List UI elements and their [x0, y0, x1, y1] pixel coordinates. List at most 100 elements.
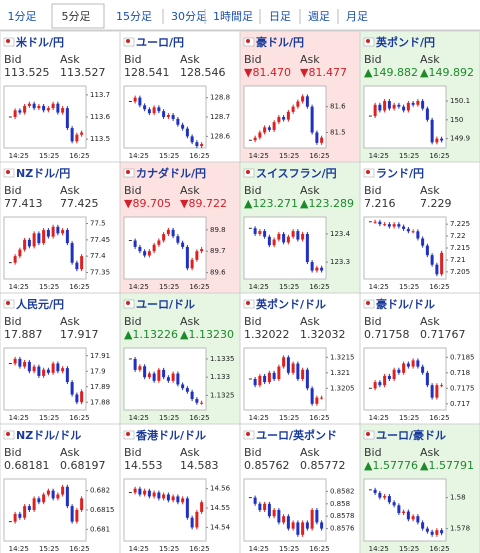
candle-body	[162, 111, 166, 117]
flag-icon-dot	[6, 432, 10, 436]
candle-body	[272, 372, 276, 379]
ask-value: 113.527	[60, 66, 106, 79]
candle-body	[258, 503, 262, 510]
chart-area	[123, 478, 207, 542]
candle-body	[373, 104, 377, 117]
candle-body	[190, 259, 194, 269]
y-tick-label: 113.6	[90, 113, 111, 121]
tile-name[interactable]: ユーロ/豪ドル	[376, 428, 446, 442]
candle-body	[200, 402, 204, 404]
tile-name[interactable]: 英ポンド/ドル	[255, 297, 326, 311]
candle-body	[80, 498, 84, 510]
candle-body	[315, 510, 319, 523]
candle-body	[75, 134, 79, 142]
tab[interactable]: 15分足	[116, 10, 152, 23]
tile-name[interactable]: NZドル/ドル	[16, 429, 81, 442]
candle-body	[286, 236, 290, 243]
tile-name[interactable]: 米ドル/円	[15, 35, 64, 49]
candle-body	[387, 375, 391, 379]
currency-tile: ユーロ/ドル Bid Ask▲1.13226 ▲1.13230 1.1335 1.133 1…	[119, 292, 241, 425]
candle-body	[46, 490, 50, 495]
y-tick-label: 128.6	[210, 132, 231, 140]
tab[interactable]: 5分足	[62, 10, 91, 23]
candle-body	[435, 138, 439, 143]
ask-label: Ask	[180, 184, 200, 197]
ask-label: Ask	[300, 184, 320, 197]
tab[interactable]: 1時間足	[213, 10, 253, 23]
candle-body	[430, 255, 434, 265]
candle-body	[147, 490, 151, 497]
tile-name[interactable]: ユーロ/円	[136, 36, 184, 49]
tile-name[interactable]: ユーロ/英ポンド	[256, 428, 337, 442]
candle-body	[23, 105, 27, 113]
candle-body	[37, 366, 41, 376]
tab[interactable]: 1分足	[8, 10, 37, 23]
candle-body	[305, 369, 309, 389]
y-tick-label: 7.205	[450, 268, 470, 276]
tile-name[interactable]: 豪ドル/円	[256, 35, 304, 49]
candle-body	[272, 510, 276, 517]
tab[interactable]: 日足	[269, 10, 291, 23]
candle-body	[166, 229, 170, 235]
candle-body	[13, 256, 17, 263]
y-tick-label: 77.5	[90, 220, 106, 228]
candle-body	[425, 245, 429, 256]
candle-body	[286, 357, 290, 373]
candle-body	[190, 517, 194, 528]
tile-name[interactable]: 香港ドル/ドル	[135, 428, 206, 442]
flag-icon-dot	[6, 39, 10, 43]
x-tick-label: 15:25	[159, 545, 179, 553]
tab[interactable]: 週足	[308, 10, 330, 23]
tile-name[interactable]: 豪ドル/ドル	[376, 297, 435, 311]
currency-tile: NZドル/円 Bid Ask 77.413 77.425 77.5 77.45 77.4 77.…	[0, 161, 121, 294]
tile-name[interactable]: NZドル/円	[16, 167, 70, 180]
candle-body	[152, 107, 156, 114]
candle-body	[406, 511, 410, 520]
candle-body	[143, 490, 147, 495]
y-tick-label: 0.7175	[450, 384, 475, 392]
candle-body	[253, 137, 257, 141]
candle-body	[282, 357, 286, 367]
y-tick-label: 14.55	[210, 504, 230, 512]
tile-name[interactable]: ユーロ/ドル	[136, 298, 195, 311]
candle-body	[310, 262, 314, 271]
tile-name[interactable]: 英ポンド/円	[375, 35, 435, 49]
tile-name[interactable]: スイスフラン/円	[256, 167, 337, 180]
candle-body	[383, 224, 387, 226]
x-tick-label: 15:25	[279, 414, 299, 422]
candle-body	[138, 488, 142, 495]
candle-body	[411, 231, 415, 233]
candle-body	[310, 388, 314, 404]
x-tick-label: 14:25	[369, 414, 389, 422]
tile-name[interactable]: 人民元/円	[16, 297, 64, 311]
candle-body	[263, 503, 267, 510]
y-tick-label: 17.91	[90, 352, 110, 360]
flag-icon-dot	[126, 39, 130, 43]
y-tick-label: 77.4	[90, 252, 106, 260]
candle-body	[277, 366, 281, 379]
ask-value: 1.32032	[300, 328, 346, 341]
ask-value: ▼89.722	[180, 197, 227, 210]
candle-body	[27, 239, 31, 247]
tile-name[interactable]: ランド/円	[376, 167, 424, 180]
ask-label: Ask	[420, 315, 440, 328]
candle-body	[32, 498, 36, 510]
candle-body	[46, 108, 50, 111]
x-tick-label: 14:25	[9, 283, 29, 291]
candle-body	[42, 369, 46, 376]
y-tick-label: 0.858	[330, 500, 350, 508]
candle-body	[411, 516, 415, 520]
tab[interactable]: 30分足	[171, 10, 207, 23]
y-tick-label: 0.6815	[90, 506, 115, 514]
candle-body	[315, 267, 319, 271]
candle-body	[166, 115, 170, 117]
tile-name[interactable]: カナダドル/円	[136, 166, 206, 180]
candle-body	[310, 510, 314, 529]
candle-body	[61, 486, 65, 495]
x-tick-label: 16:25	[429, 545, 449, 553]
ask-label: Ask	[180, 315, 200, 328]
candle-body	[23, 361, 27, 367]
candle-body	[397, 224, 401, 227]
tab[interactable]: 月足	[346, 10, 368, 23]
